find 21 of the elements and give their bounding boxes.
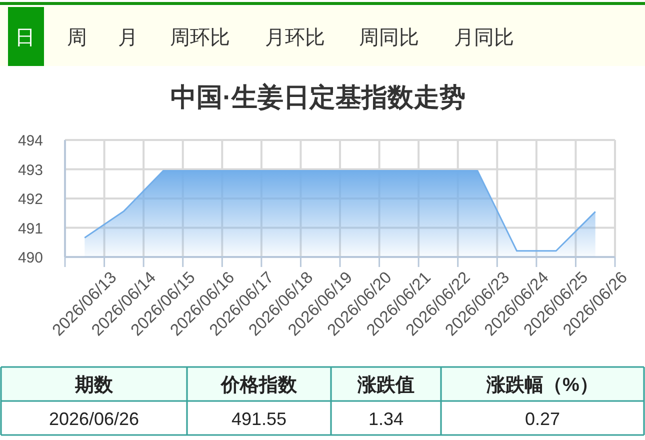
table-header: 涨跌值 [358,375,414,396]
y-tick-label: 491 [18,220,43,238]
tab-label: 周环比 [170,27,230,49]
tab-label: 月同比 [454,27,514,49]
y-tick-label: 493 [18,162,43,179]
tab-label: 月 [118,27,138,49]
tab-label: 月环比 [265,27,325,49]
table-header: 涨跌幅（%） [486,375,598,396]
table-cell: 491.55 [231,409,287,429]
y-tick-label: 492 [18,191,43,208]
y-tick-label: 494 [18,132,43,150]
tab-label: 周同比 [359,27,419,49]
y-tick-label: 490 [18,250,43,266]
table-header: 期数 [75,375,113,396]
chart-title: 中国·生姜日定基指数走势 [170,82,466,112]
table-header: 价格指数 [221,375,297,396]
table-cell: 1.34 [368,409,404,429]
tab-label: 日 [15,27,35,49]
table-cell: 0.27 [524,409,560,429]
tab-label: 周 [67,27,87,49]
table-cell: 2026/06/26 [48,409,140,429]
